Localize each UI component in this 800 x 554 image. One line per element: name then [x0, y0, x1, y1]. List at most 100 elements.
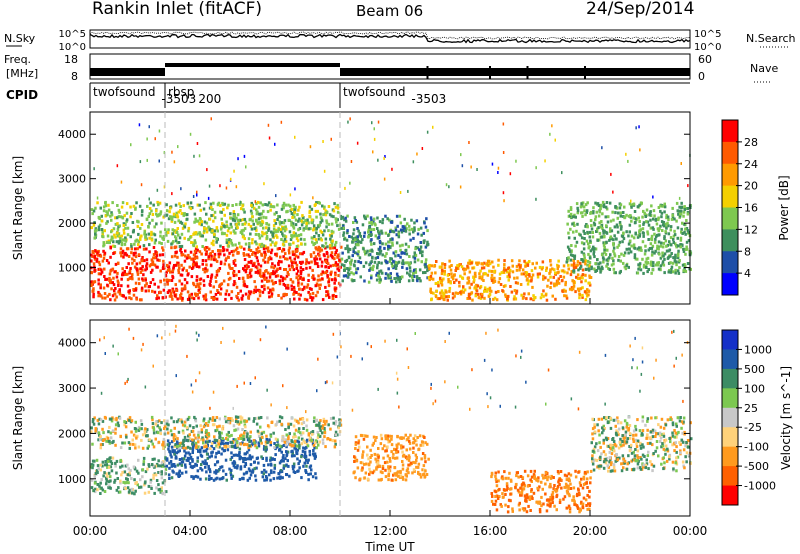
range-cell	[129, 215, 132, 219]
range-cell	[97, 422, 101, 426]
range-cell	[657, 229, 660, 233]
range-cell	[323, 427, 326, 430]
range-cell	[639, 246, 643, 250]
range-cell	[508, 275, 511, 279]
range-cell	[424, 261, 427, 265]
range-cell	[104, 416, 107, 420]
range-cell	[319, 425, 323, 429]
range-cell	[211, 230, 214, 234]
range-cell	[212, 285, 215, 289]
range-cell	[161, 464, 164, 468]
range-cell	[141, 265, 144, 269]
range-cell	[536, 272, 540, 276]
range-cell	[305, 464, 308, 468]
range-cell	[672, 241, 675, 244]
range-cell	[531, 273, 535, 277]
range-cell	[164, 295, 167, 299]
range-cell	[320, 264, 324, 268]
range-cell	[269, 462, 273, 466]
range-cell	[153, 256, 157, 260]
range-cell	[628, 247, 631, 251]
range-cell	[140, 213, 144, 217]
range-cell	[226, 229, 230, 233]
range-cell	[391, 167, 393, 171]
range-cell	[148, 212, 151, 216]
range-cell	[225, 238, 229, 242]
range-cell	[210, 254, 213, 258]
range-cell	[448, 286, 452, 290]
range-cell	[324, 241, 328, 245]
range-cell	[98, 292, 101, 296]
range-cell	[99, 418, 103, 422]
range-cell	[645, 266, 648, 269]
range-cell	[109, 278, 112, 282]
range-cell	[602, 260, 605, 264]
range-cell	[674, 268, 677, 272]
range-cell	[375, 436, 378, 439]
range-cell	[430, 264, 433, 268]
range-cell	[655, 222, 659, 226]
range-cell	[371, 471, 375, 475]
range-cell	[254, 251, 257, 255]
range-cell	[105, 463, 108, 467]
range-cell	[271, 457, 274, 461]
range-cell	[321, 233, 325, 237]
range-cell	[282, 464, 286, 468]
range-cell	[629, 239, 632, 243]
range-cell	[366, 445, 369, 449]
range-cell	[167, 228, 170, 232]
range-cell	[168, 466, 171, 470]
range-cell	[317, 433, 320, 437]
range-cell	[240, 437, 243, 440]
range-cell	[554, 297, 557, 301]
range-cell	[104, 214, 108, 218]
range-cell	[192, 263, 195, 267]
range-cell	[333, 202, 336, 206]
range-cell	[329, 264, 332, 268]
range-cell	[639, 148, 641, 152]
range-cell	[315, 282, 319, 286]
range-cell	[504, 295, 508, 298]
range-cell	[305, 226, 308, 230]
range-cell	[564, 280, 567, 284]
range-cell	[340, 257, 344, 261]
range-cell	[205, 447, 209, 451]
range-cell	[253, 441, 256, 445]
range-cell	[376, 459, 380, 463]
range-cell	[144, 268, 147, 272]
range-cell	[456, 267, 460, 270]
range-cell	[247, 253, 250, 257]
range-cell	[568, 214, 572, 218]
range-cell	[518, 268, 521, 272]
range-cell	[279, 275, 283, 279]
range-cell	[315, 215, 318, 219]
range-cell	[187, 253, 190, 257]
range-cell	[581, 276, 584, 280]
range-cell	[92, 262, 96, 266]
range-cell	[194, 417, 197, 421]
range-cell	[147, 444, 150, 448]
range-cell	[637, 263, 640, 267]
range-cell	[120, 293, 124, 297]
range-cell	[574, 215, 577, 219]
range-cell	[324, 213, 328, 217]
range-cell	[650, 238, 654, 242]
range-cell	[142, 273, 145, 277]
range-cell	[236, 427, 240, 431]
range-cell	[173, 449, 176, 453]
range-cell	[228, 421, 232, 425]
range-cell	[656, 244, 659, 248]
range-cell	[229, 212, 232, 216]
range-cell	[200, 220, 204, 224]
range-cell	[226, 283, 230, 287]
range-cell	[310, 287, 313, 291]
range-cell	[264, 269, 267, 273]
range-cell	[282, 239, 285, 243]
range-cell	[286, 270, 289, 274]
range-cell	[677, 244, 680, 248]
range-cell	[647, 268, 650, 271]
range-cell	[679, 238, 683, 242]
range-cell	[412, 437, 415, 441]
range-cell	[323, 431, 327, 435]
range-cell	[585, 294, 589, 298]
